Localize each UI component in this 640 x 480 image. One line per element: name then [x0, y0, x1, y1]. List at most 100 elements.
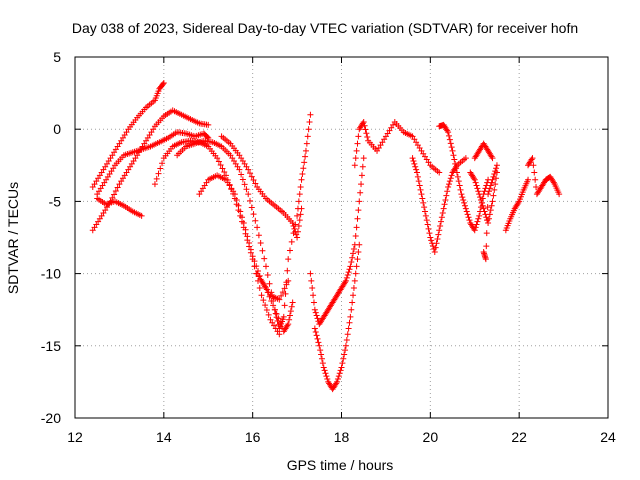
data-point	[493, 175, 500, 182]
x-tick-label: 14	[156, 429, 172, 445]
data-point	[311, 325, 318, 332]
data-point	[306, 118, 313, 125]
data-point	[485, 188, 492, 195]
data-point	[284, 322, 291, 329]
data-point	[355, 133, 362, 140]
data-point	[439, 209, 446, 216]
data-point	[305, 126, 312, 133]
data-point	[471, 227, 478, 234]
data-point	[362, 126, 369, 133]
y-tick-label: -15	[41, 338, 61, 354]
data-point	[353, 147, 360, 154]
series-sat-k	[307, 155, 367, 328]
data-point	[452, 160, 459, 167]
data-point	[245, 191, 252, 198]
data-point	[413, 166, 420, 173]
data-point	[266, 293, 273, 300]
data-point	[489, 198, 496, 205]
series-sat-s	[525, 155, 563, 198]
data-point	[533, 183, 540, 190]
data-point	[412, 163, 419, 170]
data-point	[356, 198, 363, 205]
data-point	[286, 316, 293, 323]
data-point	[355, 207, 362, 214]
data-point	[288, 303, 295, 310]
data-point	[302, 153, 309, 160]
data-point	[294, 212, 301, 219]
data-point	[493, 165, 500, 172]
series-sat-a	[89, 79, 167, 190]
data-point	[446, 136, 453, 143]
data-point	[353, 224, 360, 231]
data-point	[530, 162, 537, 169]
data-point	[248, 173, 255, 180]
data-point	[307, 270, 314, 277]
data-point	[238, 171, 245, 178]
data-point	[264, 289, 271, 296]
series-sat-h	[218, 133, 305, 241]
data-point	[300, 165, 307, 172]
data-point	[550, 179, 557, 186]
data-point	[307, 111, 314, 118]
data-point	[347, 313, 354, 320]
data-point	[485, 191, 492, 198]
data-point	[462, 155, 469, 162]
data-point	[361, 122, 368, 129]
data-point	[138, 212, 145, 219]
data-point	[349, 254, 356, 261]
data-point	[296, 191, 303, 198]
data-point	[349, 299, 356, 306]
data-point	[236, 166, 243, 173]
data-point	[247, 170, 254, 177]
data-point	[425, 225, 432, 232]
data-point	[342, 279, 349, 286]
x-tick-label: 18	[334, 429, 350, 445]
data-point	[487, 207, 494, 214]
data-point	[457, 186, 464, 193]
data-point	[346, 319, 353, 326]
data-point	[492, 181, 499, 188]
data-point	[472, 224, 479, 231]
data-point	[418, 191, 425, 198]
data-point	[479, 202, 486, 209]
data-point	[461, 199, 468, 206]
data-point	[476, 212, 483, 219]
data-point	[489, 155, 496, 162]
data-point	[311, 306, 318, 313]
data-point	[244, 233, 251, 240]
data-point	[489, 176, 496, 183]
data-point	[354, 140, 361, 147]
data-point	[478, 199, 485, 206]
data-point	[350, 246, 357, 253]
x-tick-label: 12	[67, 429, 83, 445]
data-point	[424, 221, 431, 228]
data-point	[432, 244, 439, 251]
data-point	[241, 181, 248, 188]
data-point	[448, 172, 455, 179]
data-point	[313, 332, 320, 339]
data-point	[151, 181, 158, 188]
series-sat-c	[94, 195, 145, 219]
data-point	[484, 204, 491, 211]
data-point	[323, 373, 330, 380]
data-point	[481, 208, 488, 215]
data-point	[247, 246, 254, 253]
series-sat-b	[89, 107, 212, 234]
data-point	[262, 263, 269, 270]
data-point	[284, 267, 291, 274]
data-point	[455, 178, 462, 185]
x-tick-label: 16	[245, 429, 261, 445]
data-point	[426, 230, 433, 237]
series-sat-n	[436, 121, 492, 234]
data-point	[240, 220, 247, 227]
data-point	[297, 183, 304, 190]
data-point	[345, 325, 352, 332]
chart-title: Day 038 of 2023, Sidereal Day-to-day VTE…	[72, 20, 578, 36]
data-point	[359, 163, 366, 170]
tick-layer: 12 14 16 18 20 22 24 5 0 -5 -10 -15 -20	[41, 49, 616, 445]
data-point	[231, 191, 238, 198]
data-point	[297, 211, 304, 218]
data-point	[153, 175, 160, 182]
data-point	[283, 279, 290, 286]
data-layer	[89, 79, 563, 393]
